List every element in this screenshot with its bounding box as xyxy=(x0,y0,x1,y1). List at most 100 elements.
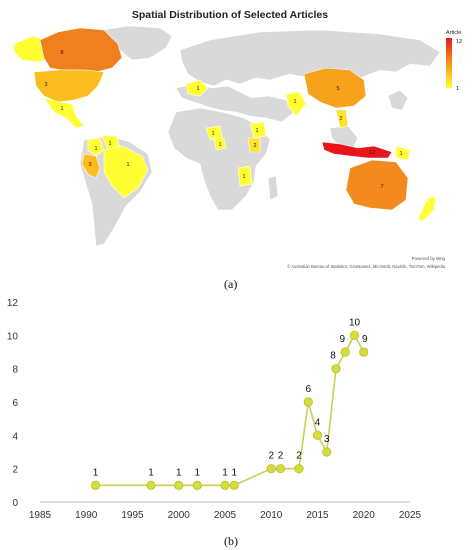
data-label: 4 xyxy=(315,417,321,428)
data-point xyxy=(90,480,101,490)
data-label: 1 xyxy=(222,467,228,478)
region-ethiopia xyxy=(249,121,267,139)
map-label-australia: 7 xyxy=(380,184,383,190)
map-attribution-powered: Powered by Bing xyxy=(412,256,446,261)
data-point xyxy=(359,347,369,357)
data-point xyxy=(349,330,360,340)
region-new-zealand xyxy=(417,195,437,223)
data-label: 3 xyxy=(324,434,330,445)
map-title: Spatial Distribution of Selected Article… xyxy=(132,9,328,21)
caption-a: (a) xyxy=(224,277,238,291)
region-canada xyxy=(39,27,123,73)
y-tick-label: 0 xyxy=(12,498,18,509)
legend-color-scale xyxy=(446,38,452,88)
data-label: 1 xyxy=(231,467,237,478)
region-peru xyxy=(81,153,101,179)
region-spain xyxy=(185,79,209,97)
data-point xyxy=(294,464,304,474)
legend-title: Article xyxy=(446,30,461,36)
y-tick-label: 4 xyxy=(12,431,18,442)
data-label: 1 xyxy=(176,467,182,478)
map-label-venezuela: 1 xyxy=(108,141,111,147)
data-point xyxy=(192,480,202,490)
region-mexico xyxy=(43,97,85,129)
data-point xyxy=(266,464,276,474)
region-mozambique xyxy=(237,165,253,187)
x-tick-label: 1985 xyxy=(29,510,52,521)
y-tick-label: 2 xyxy=(12,465,18,476)
region-australia xyxy=(345,159,409,211)
map-label-thailand: 2 xyxy=(339,116,342,122)
data-label: 10 xyxy=(349,317,361,328)
data-label: 9 xyxy=(339,334,345,345)
data-point xyxy=(312,430,323,440)
data-label: 1 xyxy=(194,467,200,478)
data-label: 6 xyxy=(305,384,311,395)
series-line xyxy=(95,333,365,487)
data-point xyxy=(322,447,332,457)
region-papua-new-guinea xyxy=(395,145,411,161)
legend-min-label: 1 xyxy=(456,86,459,92)
map-label-usa: 3 xyxy=(44,82,47,88)
chart-panel: 0 2 4 6 8 10 12 1985 1990 1995 2000 2005 2010 2015 202… xyxy=(0,290,475,550)
legend-max-label: 12 xyxy=(456,39,462,45)
x-tick-label: 2025 xyxy=(399,510,422,521)
data-label: 9 xyxy=(362,334,368,345)
x-tick-label: 2005 xyxy=(214,510,237,521)
data-point xyxy=(340,347,350,357)
map-label-peru: 3 xyxy=(88,162,91,168)
data-point xyxy=(303,397,313,407)
x-tick-label: 2000 xyxy=(168,510,191,521)
data-label: 2 xyxy=(268,451,274,462)
data-label: 8 xyxy=(330,351,336,362)
region-madagascar xyxy=(267,175,279,201)
data-point xyxy=(229,480,239,490)
map-label-indonesia: 12 xyxy=(369,150,375,156)
region-cameroon xyxy=(213,137,227,151)
x-tick-label: 1995 xyxy=(121,510,144,521)
region-thailand xyxy=(335,109,349,129)
map-label-brazil: 1 xyxy=(126,162,129,168)
map-label-canada: 8 xyxy=(60,50,63,56)
region-venezuela xyxy=(101,135,121,151)
region-colombia xyxy=(87,137,105,157)
map-label-india: 1 xyxy=(293,99,296,105)
x-tick-label: 2010 xyxy=(260,510,283,521)
region-india xyxy=(285,91,307,117)
data-point xyxy=(331,364,341,374)
region-kenya xyxy=(247,137,261,153)
region-japan xyxy=(387,89,409,111)
map-label-mexico: 1 xyxy=(60,106,63,112)
map-label-papua-new-guinea: 1 xyxy=(399,151,402,157)
map-label-nigeria: 1 xyxy=(211,131,214,137)
data-point xyxy=(174,480,184,490)
data-point xyxy=(275,464,286,474)
map-label-ethiopia: 1 xyxy=(255,128,258,134)
map-attribution-copyright: © Australian Bureau of Statistics, GeoNa… xyxy=(287,264,445,269)
region-china xyxy=(303,67,367,109)
data-label: 2 xyxy=(296,451,302,462)
y-tick-label: 6 xyxy=(12,398,18,409)
world-map: Spatial Distribution of Selected Article… xyxy=(13,9,462,269)
region-brazil xyxy=(103,145,149,199)
map-label-mozambique: 1 xyxy=(242,174,245,180)
y-tick-label: 12 xyxy=(7,298,19,309)
map-label-china: 5 xyxy=(336,86,339,92)
map-panel: Spatial Distribution of Selected Article… xyxy=(13,9,462,269)
region-indonesia xyxy=(321,141,393,159)
data-point xyxy=(146,480,156,490)
map-label-spain: 1 xyxy=(196,86,199,92)
map-label-cameroon: 1 xyxy=(218,142,221,148)
region-usa xyxy=(33,69,105,103)
caption-b: (b) xyxy=(224,534,238,548)
x-tick-label: 1990 xyxy=(75,510,98,521)
data-label: 2 xyxy=(278,451,284,462)
y-tick-label: 10 xyxy=(7,331,19,342)
region-middle-east xyxy=(175,83,295,123)
map-label-kenya: 2 xyxy=(253,143,256,149)
map-label-colombia: 1 xyxy=(94,146,97,152)
x-tick-label: 2015 xyxy=(306,510,329,521)
data-point xyxy=(220,480,230,490)
data-label: 1 xyxy=(148,467,154,478)
